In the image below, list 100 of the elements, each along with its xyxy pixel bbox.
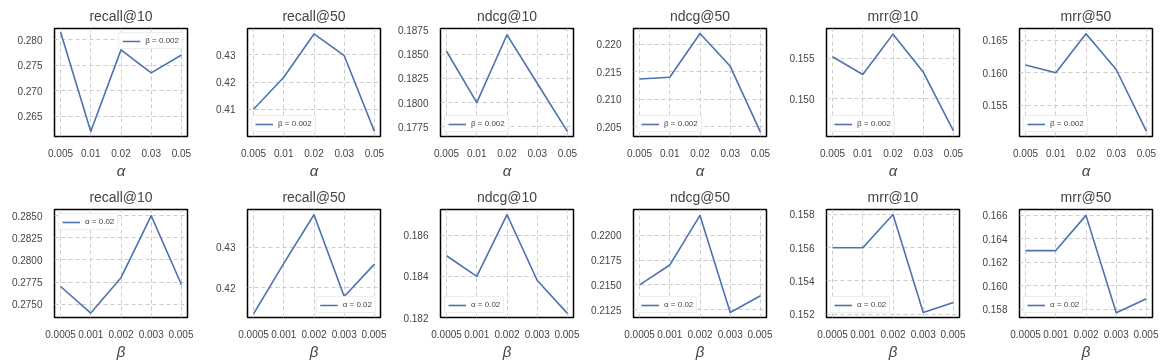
y-tick-label: 0.42: [216, 77, 236, 89]
y-tick-label: 0.2850: [11, 210, 43, 222]
x-axis-title: β: [115, 342, 126, 360]
x-tick-label: 0.0005: [817, 328, 849, 340]
x-axis-title: α: [1081, 161, 1091, 179]
x-tick-label: 0.005: [820, 147, 846, 159]
y-tick-label: 0.1875: [397, 24, 429, 36]
x-tick-label: 0.0005: [1010, 328, 1042, 340]
x-tick-label: 0.003: [910, 328, 937, 340]
legend-label: β = 0.002: [857, 119, 891, 128]
x-tick-label: 0.002: [1073, 328, 1099, 340]
x-tick-label: 0.03: [527, 147, 548, 159]
x-axis-title: α: [309, 161, 319, 179]
y-tick-label: 0.2200: [590, 230, 622, 242]
x-tick-label: 0.003: [138, 328, 165, 340]
x-tick-label: 0.03: [913, 147, 934, 159]
chart-title: mrr@50: [1060, 188, 1112, 205]
legend-label: α = 0.02: [857, 300, 887, 309]
legend-label: α = 0.02: [85, 217, 115, 226]
chart-title: mrr@10: [867, 188, 919, 205]
y-tick-label: 0.43: [216, 49, 236, 61]
y-tick-label: 0.2750: [11, 299, 43, 311]
y-tick-label: 0.184: [403, 271, 429, 283]
x-tick-label: 0.02: [1076, 147, 1097, 159]
x-tick-label: 0.002: [301, 328, 327, 340]
x-tick-label: 0.03: [334, 147, 355, 159]
x-tick-label: 0.01: [1046, 147, 1066, 159]
x-tick-label: 0.002: [494, 328, 520, 340]
y-tick-label: 0.182: [403, 312, 429, 324]
x-tick-label: 0.001: [464, 328, 490, 340]
y-tick-label: 0.43: [216, 242, 236, 254]
y-tick-label: 0.165: [982, 35, 1008, 47]
x-tick-label: 0.01: [81, 147, 101, 159]
y-tick-label: 0.155: [982, 100, 1008, 112]
x-tick-label: 0.005: [627, 147, 653, 159]
x-tick-label: 0.001: [78, 328, 104, 340]
y-tick-label: 0.205: [596, 121, 622, 133]
x-tick-label: 0.003: [331, 328, 358, 340]
x-axis-title: α: [502, 161, 512, 179]
x-tick-label: 0.005: [434, 147, 460, 159]
y-tick-label: 0.158: [982, 304, 1008, 316]
x-axis-title: β: [308, 342, 319, 360]
legend-label: β = 0.002: [278, 119, 312, 128]
legend-label: β = 0.002: [664, 119, 698, 128]
y-tick-label: 0.2825: [11, 232, 43, 244]
x-tick-label: 0.001: [271, 328, 297, 340]
x-tick-label: 0.005: [168, 328, 194, 340]
y-tick-label: 0.1825: [397, 73, 429, 85]
x-tick-label: 0.05: [943, 147, 964, 159]
x-tick-label: 0.001: [657, 328, 683, 340]
x-tick-label: 0.05: [557, 147, 578, 159]
x-tick-label: 0.03: [1106, 147, 1127, 159]
y-tick-label: 0.280: [17, 34, 43, 46]
x-tick-label: 0.001: [850, 328, 876, 340]
chart-title: recall@10: [89, 188, 153, 205]
x-tick-label: 0.005: [554, 328, 580, 340]
x-tick-label: 0.002: [880, 328, 906, 340]
x-tick-label: 0.05: [171, 147, 192, 159]
x-tick-label: 0.02: [690, 147, 711, 159]
x-tick-label: 0.005: [940, 328, 966, 340]
x-tick-label: 0.005: [241, 147, 267, 159]
chart-title: recall@10: [89, 7, 153, 24]
chart-title: ndcg@10: [476, 188, 538, 205]
legend-label: β = 0.002: [1050, 119, 1084, 128]
y-tick-label: 0.2150: [590, 279, 622, 291]
y-tick-label: 0.41: [216, 104, 236, 116]
y-tick-label: 0.2175: [590, 255, 622, 267]
x-axis-title: β: [1080, 342, 1091, 360]
y-tick-label: 0.150: [789, 93, 815, 105]
x-tick-label: 0.003: [717, 328, 744, 340]
x-tick-label: 0.01: [853, 147, 873, 159]
x-axis-title: α: [116, 161, 126, 179]
x-tick-label: 0.01: [467, 147, 487, 159]
y-tick-label: 0.275: [17, 60, 43, 72]
x-tick-label: 0.05: [1136, 147, 1157, 159]
y-tick-label: 0.158: [789, 209, 815, 221]
x-tick-label: 0.02: [111, 147, 132, 159]
chart-title: ndcg@50: [669, 7, 731, 24]
chart-title: mrr@50: [1060, 7, 1112, 24]
x-tick-label: 0.02: [883, 147, 904, 159]
x-tick-label: 0.005: [1013, 147, 1039, 159]
legend-label: α = 0.02: [1050, 300, 1080, 309]
y-tick-label: 0.155: [789, 53, 815, 65]
y-tick-label: 0.1775: [397, 121, 429, 133]
x-axis-title: β: [501, 342, 512, 360]
y-tick-label: 0.162: [982, 257, 1008, 269]
x-tick-label: 0.01: [274, 147, 294, 159]
x-tick-label: 0.01: [660, 147, 680, 159]
x-tick-label: 0.005: [361, 328, 387, 340]
x-tick-label: 0.02: [497, 147, 518, 159]
x-tick-label: 0.002: [108, 328, 134, 340]
y-tick-label: 0.265: [17, 111, 43, 123]
y-tick-label: 0.152: [789, 309, 815, 321]
x-tick-label: 0.0005: [45, 328, 77, 340]
x-tick-label: 0.03: [720, 147, 741, 159]
x-tick-label: 0.005: [1133, 328, 1159, 340]
y-tick-label: 0.1800: [397, 97, 429, 109]
legend-label: β = 0.002: [145, 36, 179, 45]
legend-label: α = 0.02: [342, 300, 372, 309]
y-tick-label: 0.186: [403, 230, 429, 242]
